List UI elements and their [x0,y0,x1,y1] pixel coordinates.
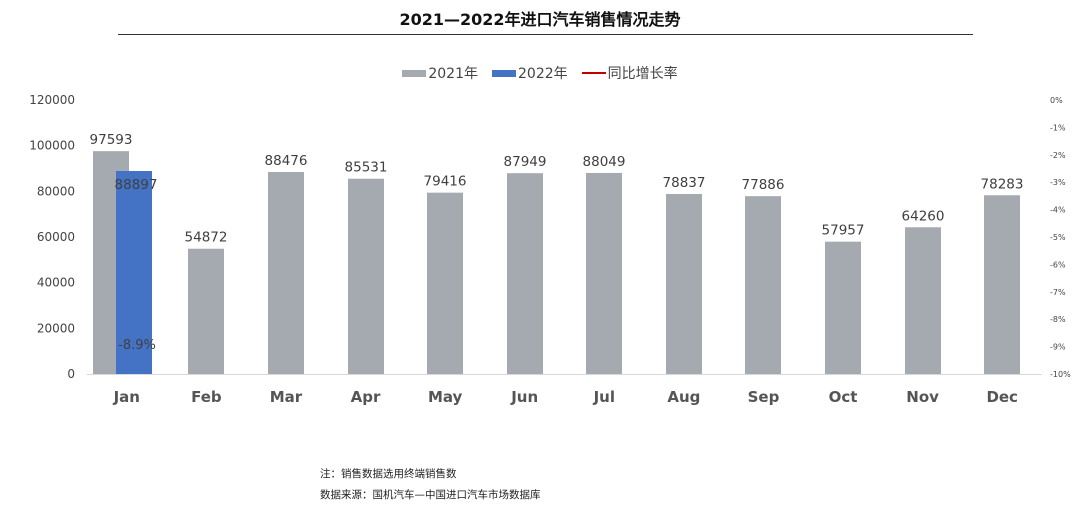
legend-label-growth: 同比增长率 [607,66,678,82]
x-tick-label: May [428,388,463,406]
growth-rate-label: -8.9% [118,338,156,353]
data-label-2021: 54872 [185,230,228,246]
bar-2022 [116,171,152,374]
y-tick-label: 60000 [37,230,75,244]
y2-tick-label: 0% [1050,96,1063,105]
x-tick-label: Oct [829,388,858,406]
y2-tick-label: -2% [1050,151,1066,160]
bar-2021 [507,173,543,374]
y2-tick-label: -7% [1050,288,1066,297]
y-tick-label: 100000 [29,139,75,153]
data-label-2021: 79416 [424,174,467,190]
y2-tick-label: -4% [1050,206,1066,215]
data-label-2021: 77886 [742,177,785,193]
footnote-source: 数据来源：国机汽车—中国进口汽车市场数据库 [320,489,541,501]
bar-2021 [586,172,622,374]
legend-label-2021: 2021年 [428,66,478,82]
data-label-2021: 57957 [822,223,865,239]
y2-tick-label: -6% [1050,260,1066,269]
x-tick-label: Jun [510,388,538,406]
y-tick-label: 40000 [37,276,75,290]
title-underline [118,34,973,35]
x-tick-label: Mar [270,388,303,406]
data-label-2021: 88476 [265,153,308,169]
bar-2021 [905,227,941,374]
bar-2021 [984,195,1020,374]
x-tick-label: Jan [113,388,140,406]
x-tick-label: Apr [351,388,381,406]
y2-tick-label: -10% [1050,370,1071,379]
legend-swatch-2022 [492,69,516,77]
data-label-2022: 88897 [115,177,158,193]
legend-swatch-growth [581,72,606,74]
legend-swatch-2021 [402,69,427,77]
x-tick-label: Sep [748,388,780,406]
y2-tick-label: -1% [1050,123,1066,132]
y2-tick-label: -3% [1050,178,1066,187]
bar-2021 [666,193,702,374]
bar-2021 [188,248,224,374]
y2-tick-label: -8% [1050,315,1066,324]
x-tick-label: Feb [191,388,222,406]
data-label-2021: 88049 [583,154,626,170]
bar-2021 [268,171,304,374]
data-label-2021: 85531 [345,160,388,176]
data-label-2021: 78283 [981,176,1024,192]
x-tick-label: Dec [986,388,1018,406]
data-label-2021: 64260 [902,208,945,224]
data-label-2021: 97593 [90,132,133,148]
chart-title: 2021—2022年进口汽车销售情况走势 [399,10,681,29]
x-tick-label: Aug [667,388,700,406]
bar-2021 [348,178,384,374]
y-tick-label: 0 [67,367,75,381]
bar-2021 [427,192,463,374]
y-tick-label: 20000 [37,321,75,335]
y-tick-label: 80000 [37,184,75,198]
x-tick-label: Jul [593,388,615,406]
bar-2021 [745,196,781,374]
legend: 2021年 2022年 同比增长率 [0,63,1080,83]
footnotes: 注：销售数据选用终端销售数 数据来源：国机汽车—中国进口汽车市场数据库 [320,464,541,506]
legend-label-2022: 2022年 [518,66,568,82]
y2-tick-label: -5% [1050,233,1066,242]
bar-2021 [825,241,861,374]
legend-item-growth: 同比增长率 [581,63,678,83]
x-tick-label: Nov [906,388,939,406]
legend-item-2022: 2022年 [492,63,568,83]
y-tick-label: 120000 [29,93,75,107]
legend-item-2021: 2021年 [402,63,478,83]
data-label-2021: 78837 [663,175,706,191]
data-label-2021: 87949 [504,154,547,170]
y2-tick-label: -9% [1050,343,1066,352]
footnote-note: 注：销售数据选用终端销售数 [320,468,457,480]
